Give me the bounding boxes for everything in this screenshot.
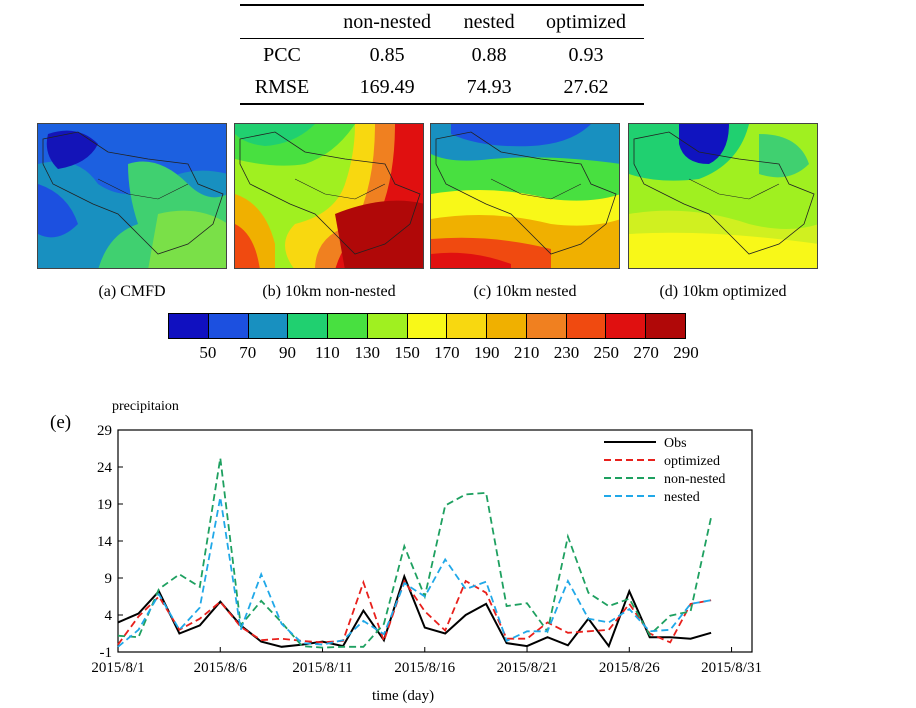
colorbar-swatch — [606, 314, 647, 338]
table-row: RMSE 169.49 74.93 27.62 — [240, 71, 644, 104]
series-line-non-nested — [117, 457, 712, 649]
map-caption-nested: (c) 10km nested — [473, 283, 577, 300]
colorbar-swatch — [169, 314, 209, 338]
row-label-rmse: RMSE — [254, 75, 310, 98]
panel-label: (e) — [50, 412, 72, 433]
table-cell: 0.93 — [568, 43, 604, 66]
map-optimized — [628, 123, 818, 269]
table-cell: 27.62 — [563, 75, 609, 98]
colorbar-tick-label: 50 — [199, 343, 217, 362]
statistics-table: non-nested nested optimized PCC 0.85 0.8… — [240, 4, 644, 105]
colorbar — [168, 313, 686, 339]
legend-label: optimized — [664, 454, 720, 469]
plot-frame — [117, 429, 753, 653]
map-caption-cmfd: (a) CMFD — [98, 283, 166, 300]
colorbar-tick-label: 270 — [633, 343, 659, 362]
x-tick-label: 2015/8/6 — [194, 660, 248, 676]
colorbar-swatch — [447, 314, 488, 338]
y-tick-label: 4 — [105, 608, 113, 624]
y-tick-label: 19 — [97, 497, 112, 513]
colorbar-tick-label: 250 — [593, 343, 620, 362]
colorbar-swatch — [526, 314, 567, 338]
table-row: PCC 0.85 0.88 0.93 — [240, 39, 644, 72]
series-line-nested — [117, 497, 712, 648]
table-header-nested: nested — [463, 10, 515, 33]
colorbar-tick-label: 150 — [394, 343, 420, 362]
x-tick-label: 2015/8/1 — [91, 660, 144, 676]
colorbar-tick-label: 130 — [354, 343, 380, 362]
colorbar-tick-label: 230 — [553, 343, 580, 362]
x-tick-label: 2015/8/21 — [497, 660, 558, 676]
colorbar-tick-label: 210 — [513, 343, 540, 362]
colorbar-tick-label: 90 — [279, 343, 297, 362]
map-caption-non-nested: (b) 10km non-nested — [262, 283, 396, 300]
colorbar-swatch — [566, 314, 607, 338]
table-header-non-nested: non-nested — [343, 10, 431, 33]
colorbar-swatch — [487, 314, 527, 338]
table-cell: 0.88 — [471, 43, 507, 66]
colorbar-swatch — [208, 314, 249, 338]
table-header-row: non-nested nested optimized — [240, 5, 644, 39]
y-tick-label: 24 — [97, 460, 113, 476]
colorbar-swatch — [367, 314, 408, 338]
y-tick-label: 9 — [105, 571, 113, 587]
table-header-optimized: optimized — [546, 10, 627, 33]
colorbar-tick-label: 170 — [434, 343, 460, 362]
y-tick-label: 29 — [97, 423, 112, 439]
x-axis-label: time (day) — [372, 688, 435, 704]
map-cmfd — [37, 123, 227, 269]
y-axis-label: precipitaion — [112, 399, 179, 414]
colorbar-swatch — [407, 314, 448, 338]
colorbar-tick-label: 190 — [474, 343, 500, 362]
colorbar-tick-label: 70 — [239, 343, 257, 362]
legend-label: non-nested — [664, 472, 725, 487]
colorbar-swatch — [646, 314, 685, 338]
x-tick-label: 2015/8/11 — [292, 660, 352, 676]
series-line-optimized — [117, 578, 712, 646]
colorbar-swatch — [328, 314, 368, 338]
colorbar-swatch — [288, 314, 329, 338]
map-nested — [430, 123, 620, 269]
table-cell: 169.49 — [359, 75, 415, 98]
legend-label: nested — [664, 490, 700, 505]
legend-label: Obs — [664, 436, 687, 451]
map-caption-optimized: (d) 10km optimized — [659, 283, 787, 300]
x-tick-label: 2015/8/31 — [701, 660, 762, 676]
colorbar-tick-label: 290 — [673, 343, 699, 362]
row-label-pcc: PCC — [263, 43, 301, 66]
colorbar-swatch — [248, 314, 289, 338]
y-tick-label: -1 — [100, 645, 113, 661]
x-tick-label: 2015/8/26 — [599, 660, 660, 676]
table-cell: 0.85 — [369, 43, 405, 66]
table-cell: 74.93 — [466, 75, 512, 98]
map-non-nested — [234, 123, 424, 269]
y-tick-label: 14 — [97, 534, 113, 550]
colorbar-tick-label: 110 — [314, 343, 340, 362]
x-tick-label: 2015/8/16 — [394, 660, 455, 676]
